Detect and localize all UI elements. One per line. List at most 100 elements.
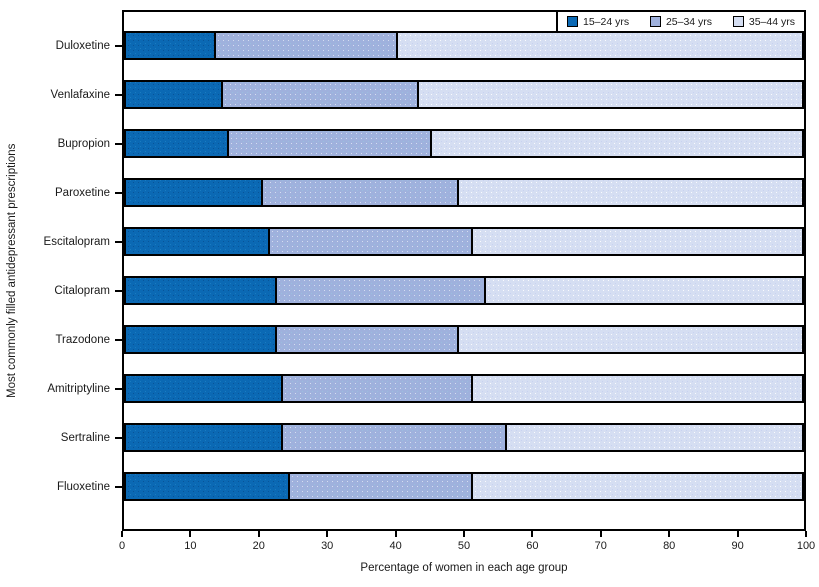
bar-segment-25-34 — [220, 82, 417, 107]
category-label: Sertraline — [60, 431, 110, 444]
stacked-bar — [124, 31, 804, 60]
x-tick-mark — [189, 531, 192, 537]
x-tick-label: 40 — [389, 540, 402, 552]
stacked-bar — [124, 129, 804, 158]
bar-segment-25-34 — [274, 278, 485, 303]
bar-row: Bupropion — [58, 129, 804, 158]
category-label: Bupropion — [57, 137, 110, 150]
bar-segment-35-44 — [430, 131, 802, 156]
category-label: Trazodone — [55, 333, 110, 346]
bar-segment-35-44 — [457, 327, 802, 352]
stacked-bar — [124, 374, 804, 403]
bar-segment-25-34 — [288, 474, 471, 499]
legend: 15–24 yrs 25–34 yrs 35–44 yrs — [556, 10, 806, 33]
x-tick-label: 70 — [594, 540, 607, 552]
bar-segment-15-24 — [126, 425, 282, 450]
bar-segment-35-44 — [396, 33, 802, 58]
bar-segment-35-44 — [470, 474, 802, 499]
stacked-bar — [124, 276, 804, 305]
y-tick-mark — [115, 93, 124, 96]
bar-segment-35-44 — [484, 278, 802, 303]
bar-row: Trazodone — [55, 325, 804, 354]
x-tick-mark — [531, 531, 534, 537]
category-label: Fluoxetine — [56, 480, 110, 493]
x-tick-label: 10 — [184, 540, 197, 552]
bar-row: Duloxetine — [56, 31, 804, 60]
bar-row: Citalopram — [54, 276, 804, 305]
bar-row: Amitriptyline — [47, 374, 804, 403]
category-label: Paroxetine — [55, 186, 110, 199]
bar-segment-25-34 — [281, 425, 505, 450]
x-tick-mark — [599, 531, 602, 537]
bar-segment-15-24 — [126, 229, 268, 254]
x-tick-label: 90 — [731, 540, 744, 552]
x-tick-mark — [463, 531, 465, 537]
x-tick-mark — [257, 531, 260, 537]
x-tick-mark — [805, 531, 807, 537]
bar-segment-25-34 — [261, 180, 458, 205]
x-tick-mark — [394, 531, 397, 537]
bar-segment-25-34 — [227, 131, 431, 156]
y-tick-mark — [115, 240, 124, 243]
x-tick-label: 80 — [663, 540, 676, 552]
category-label: Venlafaxine — [50, 88, 110, 101]
x-tick-label: 100 — [796, 540, 816, 552]
bar-segment-35-44 — [470, 376, 802, 401]
y-tick-mark — [115, 142, 124, 145]
x-tick-label: 0 — [118, 540, 126, 552]
y-tick-mark — [115, 191, 124, 194]
bar-segment-15-24 — [126, 33, 214, 58]
bar-segment-25-34 — [267, 229, 471, 254]
category-label: Escitalopram — [43, 235, 110, 248]
legend-entry: 35–44 yrs — [732, 15, 795, 28]
bar-row: Fluoxetine — [57, 472, 804, 501]
bar-segment-25-34 — [213, 33, 397, 58]
legend-label: 15–24 yrs — [583, 15, 630, 28]
bar-row: Sertraline — [61, 423, 804, 452]
x-tick-mark — [736, 531, 739, 537]
bar-segment-35-44 — [416, 82, 802, 107]
legend-swatch-25-34-icon — [649, 16, 661, 27]
legend-entry: 15–24 yrs — [567, 16, 629, 28]
bar-segment-15-24 — [126, 82, 221, 107]
x-tick-label: 30 — [321, 540, 334, 552]
bar-segment-15-24 — [126, 180, 262, 205]
bar-segment-35-44 — [457, 180, 802, 205]
bar-row: Escitalopram — [44, 227, 804, 256]
stacked-bar — [124, 325, 804, 354]
y-tick-mark — [115, 387, 124, 390]
bar-row: Paroxetine — [55, 178, 804, 207]
x-tick-mark — [326, 531, 329, 537]
y-tick-mark — [115, 44, 124, 47]
stacked-bar — [124, 227, 804, 256]
x-tick-label: 20 — [252, 540, 265, 552]
bar-segment-15-24 — [126, 327, 275, 352]
x-tick-mark — [121, 531, 123, 537]
x-tick-mark — [668, 531, 671, 537]
legend-entry: 25–34 yrs — [649, 15, 713, 28]
y-tick-mark — [115, 338, 124, 341]
x-axis: 0 10 20 30 40 50 60 70 80 90 100 — [118, 531, 815, 561]
bar-segment-25-34 — [274, 327, 458, 352]
legend-label: 35–44 yrs — [748, 15, 795, 28]
category-label: Amitriptyline — [47, 382, 110, 395]
x-axis-title: Percentage of women in each age group — [360, 562, 568, 574]
stacked-bar — [124, 423, 804, 452]
y-tick-mark — [115, 289, 124, 292]
y-tick-mark — [115, 485, 124, 488]
bar-segment-35-44 — [504, 425, 802, 450]
bar-row: Venlafaxine — [51, 80, 804, 109]
bar-segment-15-24 — [126, 278, 275, 303]
legend-label: 25–34 yrs — [665, 15, 713, 28]
y-tick-mark — [115, 436, 124, 439]
stacked-bar — [124, 80, 804, 109]
stacked-bar — [124, 472, 804, 501]
bar-segment-15-24 — [126, 131, 228, 156]
x-tick-label: 50 — [457, 540, 471, 552]
bar-segment-15-24 — [126, 376, 282, 401]
plot-area: Duloxetine Venlafaxine Bupropion Paroxetine… — [44, 10, 806, 531]
bar-segment-15-24 — [126, 474, 289, 499]
category-label: Duloxetine — [55, 39, 110, 52]
x-tick-label: 60 — [526, 540, 539, 552]
